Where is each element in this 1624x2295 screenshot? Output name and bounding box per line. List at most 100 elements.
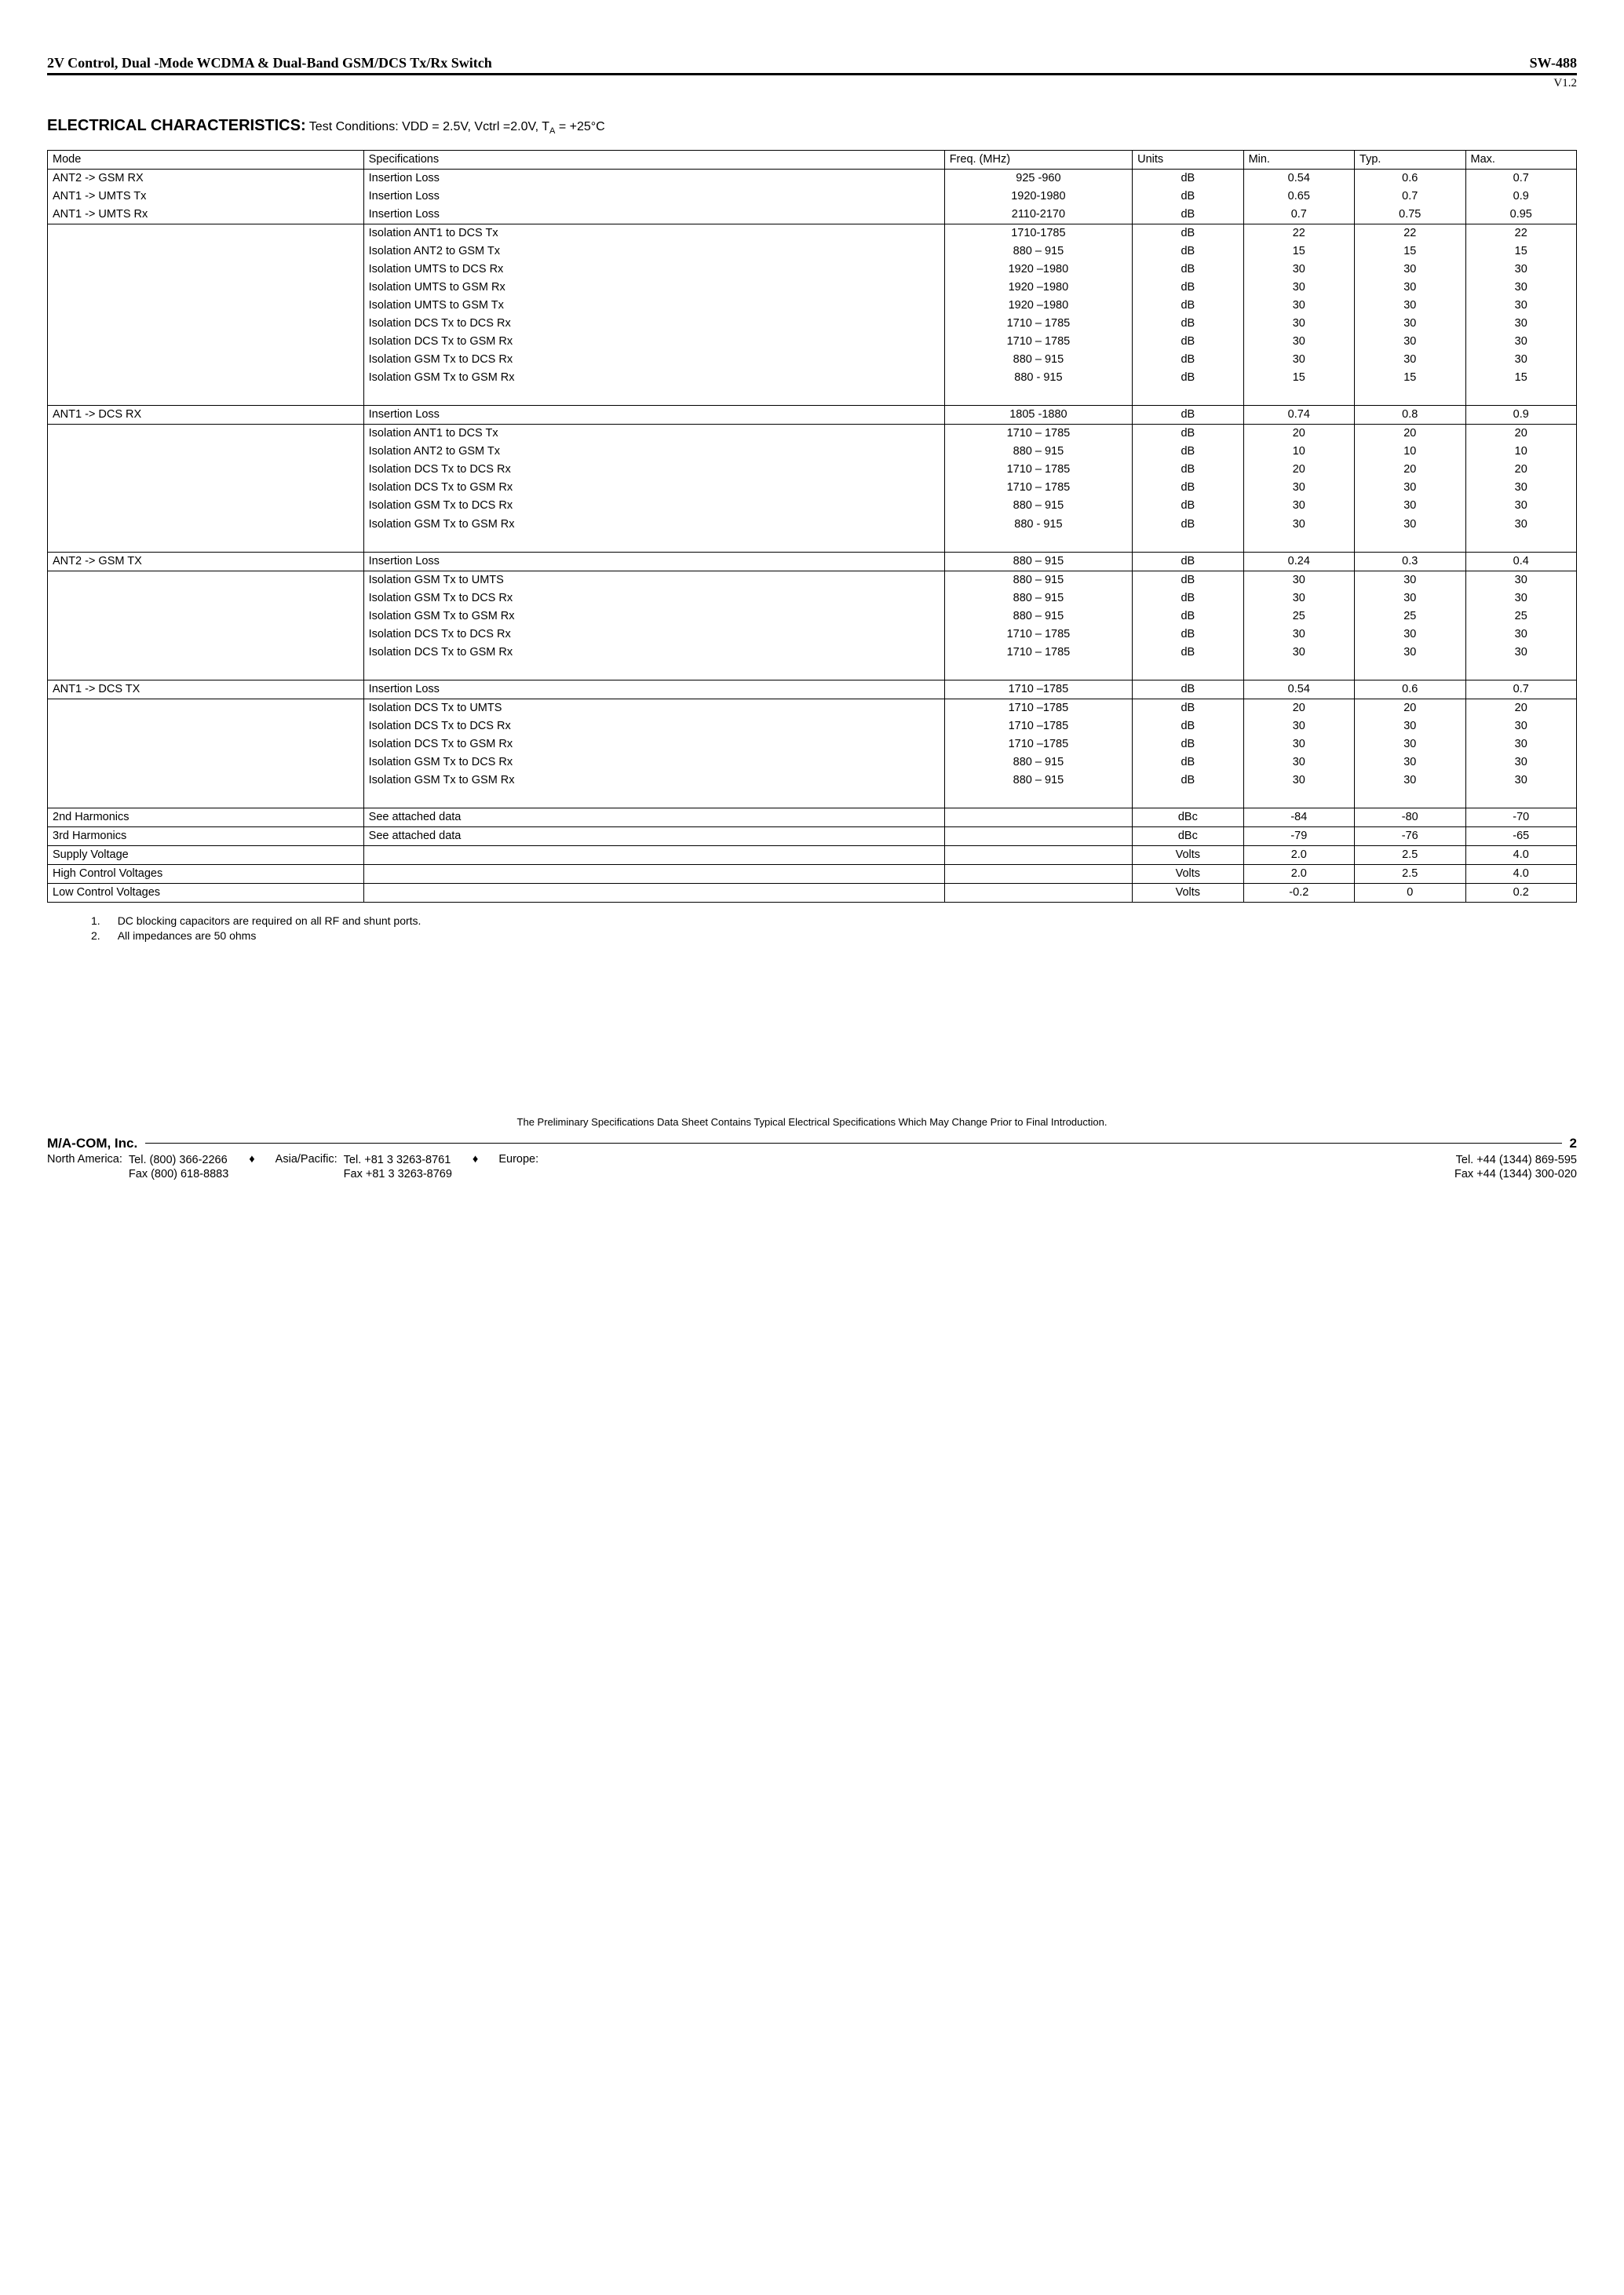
table-cell bbox=[363, 534, 944, 553]
table-cell: 25 bbox=[1355, 608, 1465, 626]
table-cell: 0.74 bbox=[1243, 406, 1354, 425]
table-cell: Isolation GSM Tx to GSM Rx bbox=[363, 516, 944, 534]
table-cell: Isolation ANT2 to GSM Tx bbox=[363, 443, 944, 461]
table-cell bbox=[1133, 662, 1243, 680]
table-cell: Insertion Loss bbox=[363, 170, 944, 188]
table-row: High Control VoltagesVolts2.02.54.0 bbox=[48, 864, 1577, 883]
table-row: Isolation GSM Tx to DCS Rx880 – 915dB303… bbox=[48, 351, 1577, 369]
table-cell: 880 - 915 bbox=[944, 516, 1132, 534]
table-cell: 20 bbox=[1243, 461, 1354, 479]
table-cell: 30 bbox=[1243, 626, 1354, 644]
table-cell: 880 – 915 bbox=[944, 497, 1132, 515]
table-cell: 0.6 bbox=[1355, 170, 1465, 188]
table-cell: 30 bbox=[1243, 753, 1354, 772]
table-cell: Isolation DCS Tx to DCS Rx bbox=[363, 461, 944, 479]
footer-ap-label: Asia/Pacific: bbox=[276, 1153, 338, 1183]
table-cell: 30 bbox=[1355, 351, 1465, 369]
table-row: Isolation ANT2 to GSM Tx880 – 915dB10101… bbox=[48, 443, 1577, 461]
table-cell bbox=[48, 699, 364, 717]
table-cell: 30 bbox=[1465, 315, 1577, 333]
table-cell: dB bbox=[1133, 461, 1243, 479]
table-cell: dB bbox=[1133, 735, 1243, 753]
table-cell: 30 bbox=[1243, 479, 1354, 497]
table-cell: 1710 – 1785 bbox=[944, 479, 1132, 497]
table-cell: 30 bbox=[1355, 315, 1465, 333]
table-cell bbox=[1243, 534, 1354, 553]
table-cell: 30 bbox=[1355, 626, 1465, 644]
table-row: Isolation DCS Tx to DCS Rx1710 – 1785dB3… bbox=[48, 315, 1577, 333]
table-body: ANT2 -> GSM RXInsertion Loss925 -960dB0.… bbox=[48, 170, 1577, 903]
footer-ap-tel: Tel. +81 3 3263-8761 bbox=[344, 1154, 451, 1166]
table-cell: Supply Voltage bbox=[48, 845, 364, 864]
table-cell: 30 bbox=[1355, 644, 1465, 662]
table-cell bbox=[1133, 534, 1243, 553]
table-cell: dB bbox=[1133, 188, 1243, 206]
table-cell: 880 – 915 bbox=[944, 552, 1132, 571]
table-cell bbox=[48, 443, 364, 461]
doc-title-left: 2V Control, Dual -Mode WCDMA & Dual-Band… bbox=[47, 55, 492, 71]
table-cell: 20 bbox=[1243, 699, 1354, 717]
table-cell bbox=[1243, 662, 1354, 680]
table-cell bbox=[48, 425, 364, 443]
table-row: ANT1 -> DCS TXInsertion Loss1710 –1785dB… bbox=[48, 680, 1577, 699]
th-typ: Typ. bbox=[1355, 151, 1465, 170]
table-cell: 1920 –1980 bbox=[944, 279, 1132, 297]
table-cell: 30 bbox=[1355, 753, 1465, 772]
table-cell: 4.0 bbox=[1465, 864, 1577, 883]
footer-page: 2 bbox=[1570, 1136, 1577, 1151]
table-cell: 15 bbox=[1465, 243, 1577, 261]
table-row bbox=[48, 534, 1577, 553]
table-cell bbox=[1355, 387, 1465, 406]
table-cell: 880 – 915 bbox=[944, 351, 1132, 369]
table-cell: dB bbox=[1133, 315, 1243, 333]
table-cell: 30 bbox=[1243, 279, 1354, 297]
table-cell: 30 bbox=[1243, 497, 1354, 515]
table-cell: Volts bbox=[1133, 864, 1243, 883]
table-cell bbox=[1243, 790, 1354, 808]
table-cell: -76 bbox=[1355, 826, 1465, 845]
table-cell: dBc bbox=[1133, 808, 1243, 826]
table-cell bbox=[363, 845, 944, 864]
table-cell: 10 bbox=[1355, 443, 1465, 461]
table-cell: 0 bbox=[1355, 883, 1465, 902]
table-row bbox=[48, 790, 1577, 808]
table-cell: 30 bbox=[1355, 297, 1465, 315]
note-2: All impedances are 50 ohms bbox=[118, 929, 257, 943]
table-cell: 880 – 915 bbox=[944, 243, 1132, 261]
table-cell bbox=[1355, 662, 1465, 680]
table-cell: 30 bbox=[1355, 497, 1465, 515]
table-cell: 880 - 915 bbox=[944, 369, 1132, 387]
table-row: Low Control VoltagesVolts-0.200.2 bbox=[48, 883, 1577, 902]
footer-na-tel: Tel. (800) 366-2266 bbox=[129, 1154, 228, 1166]
table-cell: 30 bbox=[1243, 333, 1354, 351]
table-cell: 30 bbox=[1355, 589, 1465, 608]
table-cell: 1920 –1980 bbox=[944, 297, 1132, 315]
table-cell: 30 bbox=[1243, 571, 1354, 589]
table-cell: 4.0 bbox=[1465, 845, 1577, 864]
table-cell: 2.0 bbox=[1243, 845, 1354, 864]
table-cell: Isolation DCS Tx to GSM Rx bbox=[363, 479, 944, 497]
table-cell: 30 bbox=[1243, 516, 1354, 534]
table-row: Isolation DCS Tx to DCS Rx1710 – 1785dB2… bbox=[48, 461, 1577, 479]
table-cell: 15 bbox=[1355, 243, 1465, 261]
table-cell bbox=[48, 351, 364, 369]
table-cell: -80 bbox=[1355, 808, 1465, 826]
table-cell: 0.95 bbox=[1465, 206, 1577, 224]
table-cell: 0.7 bbox=[1465, 170, 1577, 188]
table-cell bbox=[1133, 790, 1243, 808]
table-cell: -70 bbox=[1465, 808, 1577, 826]
table-cell: 0.8 bbox=[1355, 406, 1465, 425]
table-cell bbox=[944, 864, 1132, 883]
table-cell bbox=[48, 662, 364, 680]
table-cell: ANT2 -> GSM RX bbox=[48, 170, 364, 188]
table-row: ANT2 -> GSM RXInsertion Loss925 -960dB0.… bbox=[48, 170, 1577, 188]
table-cell: 1710 – 1785 bbox=[944, 644, 1132, 662]
table-cell: 1710 – 1785 bbox=[944, 425, 1132, 443]
table-cell: Isolation GSM Tx to UMTS bbox=[363, 571, 944, 589]
table-cell bbox=[48, 571, 364, 589]
doc-title-right: SW-488 bbox=[1530, 55, 1577, 71]
table-row: Isolation GSM Tx to DCS Rx880 – 915dB303… bbox=[48, 497, 1577, 515]
table-cell bbox=[363, 883, 944, 902]
table-cell: 925 -960 bbox=[944, 170, 1132, 188]
table-cell: 30 bbox=[1243, 589, 1354, 608]
